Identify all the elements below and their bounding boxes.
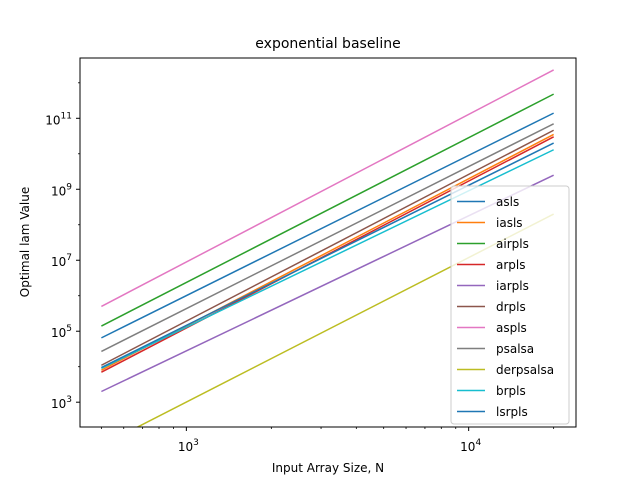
y-axis-label: Optimal lam Value [18,187,32,297]
legend-label-derpsalsa: derpsalsa [496,363,554,377]
y-tick-label-2: 107 [51,253,72,269]
legend-box [450,185,570,425]
tick-layer: 103 104 103 105 107 109 1011 [45,82,555,454]
y-tick-label-4: 1011 [45,111,72,127]
plot-frame [79,57,577,428]
series-line-psalsa [101,123,554,353]
series-line-asls [101,112,554,339]
series-line-airpls [101,93,554,327]
legend-label-psalsa: psalsa [496,342,534,356]
legend-label-asls: asls [496,195,519,209]
chart-title: exponential baseline [255,36,400,52]
legend-label-arpls: arpls [496,258,526,272]
y-tick-label-3: 109 [51,182,72,198]
legend-label-drpls: drpls [496,300,526,314]
legend-label-iasls: iasls [496,216,523,230]
series-line-aspls [101,69,554,308]
x-tick-label-1: 104 [460,438,481,454]
legend-label-lsrpls: lsrpls [496,405,528,419]
y-tick-label-0: 103 [51,395,72,411]
legend-label-aspls: aspls [496,321,527,335]
legend-label-airpls: airpls [496,237,529,251]
y-tick-label-1: 105 [51,324,72,340]
legend: asls iasls airpls arpls iarpls drpls aspls psal… [450,185,570,425]
legend-label-brpls: brpls [496,384,526,398]
series-line-lsrpls [101,142,554,369]
series-line-drpls [101,129,554,366]
x-tick-label-0: 103 [178,438,199,454]
x-axis-label: Input Array Size, N [272,461,384,475]
legend-label-iarpls: iarpls [496,279,529,293]
